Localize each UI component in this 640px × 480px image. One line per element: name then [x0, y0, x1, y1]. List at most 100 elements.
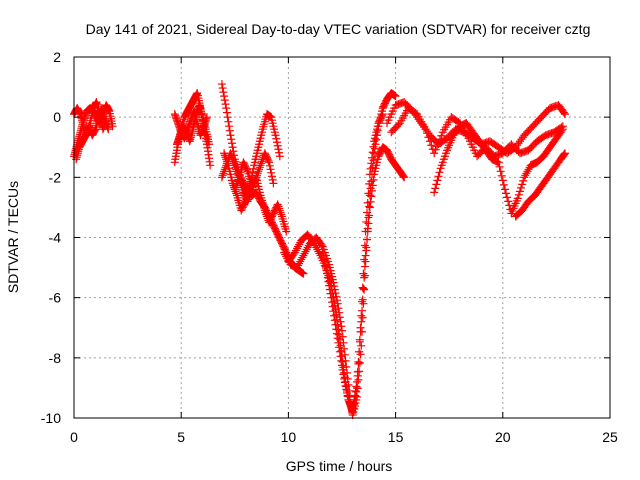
data-point — [265, 161, 274, 170]
data-point — [252, 173, 261, 182]
data-point — [272, 134, 281, 143]
data-point — [329, 307, 338, 316]
data-point — [360, 273, 369, 282]
data-point — [365, 179, 374, 188]
data-point — [434, 172, 443, 181]
data-point — [357, 317, 366, 326]
data-point — [271, 131, 280, 140]
data-point — [269, 179, 278, 188]
data-point — [217, 80, 226, 89]
data-point — [300, 249, 309, 258]
data-point — [427, 141, 436, 150]
data-point — [332, 329, 341, 338]
data-point — [355, 347, 364, 356]
data-point — [221, 100, 230, 109]
data-point — [217, 173, 226, 182]
data-point — [232, 189, 241, 198]
data-point — [225, 122, 234, 131]
x-tick-label: 15 — [388, 429, 404, 445]
data-point — [320, 255, 329, 264]
data-point — [233, 177, 242, 186]
data-point — [311, 241, 320, 250]
data-point — [222, 104, 231, 113]
data-point — [354, 357, 363, 366]
data-point — [324, 277, 333, 286]
data-point — [360, 255, 369, 264]
data-point — [503, 193, 512, 202]
data-point — [221, 153, 230, 162]
data-point — [232, 181, 241, 190]
data-point — [338, 365, 347, 374]
data-point — [498, 176, 507, 185]
data-point — [378, 111, 387, 120]
data-point — [521, 171, 530, 180]
data-point — [421, 125, 430, 134]
data-point — [350, 391, 359, 400]
data-point — [323, 273, 332, 282]
data-point — [330, 316, 339, 325]
data-point — [275, 148, 284, 157]
data-point — [294, 261, 303, 270]
data-point — [261, 208, 270, 217]
data-point — [338, 361, 346, 370]
data-point — [318, 248, 327, 257]
x-tick-label: 0 — [70, 429, 78, 445]
data-point — [359, 299, 368, 308]
data-point — [398, 171, 407, 180]
data-point — [560, 150, 569, 159]
data-point — [499, 180, 508, 189]
data-point — [220, 151, 229, 160]
x-tick-label: 10 — [281, 429, 297, 445]
data-point — [274, 145, 283, 154]
x-tick-labels: 0 5 10 15 20 25 — [70, 429, 618, 445]
data-point — [343, 388, 352, 397]
data-point — [256, 161, 265, 170]
data-point — [251, 174, 260, 183]
data-point — [425, 137, 434, 146]
data-point — [342, 385, 351, 394]
data-point — [365, 202, 374, 211]
data-point — [430, 188, 439, 197]
data-point — [268, 175, 277, 184]
y-tick-label: -2 — [49, 169, 62, 185]
data-point — [369, 142, 378, 151]
y-tick-label: 2 — [53, 49, 61, 65]
y-tick-label: 0 — [53, 109, 61, 125]
data-point — [372, 135, 381, 144]
data-point — [326, 289, 335, 298]
data-point — [327, 298, 336, 307]
data-point — [302, 245, 311, 254]
data-point — [234, 175, 243, 184]
data-point — [359, 269, 368, 278]
data-point — [282, 227, 291, 236]
data-point — [354, 375, 363, 384]
data-point — [332, 325, 341, 334]
data-point — [230, 185, 239, 194]
data-point — [218, 171, 227, 180]
data-point — [248, 168, 257, 177]
data-point — [240, 198, 249, 207]
data-point — [368, 148, 377, 157]
data-point — [360, 241, 369, 250]
data-point — [435, 168, 444, 177]
data-point — [321, 262, 330, 271]
data-point — [257, 159, 266, 168]
data-point — [337, 356, 346, 365]
data-point — [351, 386, 360, 395]
data-point — [220, 149, 229, 158]
data-point — [292, 263, 301, 272]
data-point — [519, 176, 528, 185]
chart-title: Day 141 of 2021, Sidereal Day-to-day VTE… — [86, 21, 591, 37]
data-point — [267, 168, 276, 177]
data-point — [348, 404, 357, 413]
data-point — [423, 129, 432, 138]
data-point — [275, 204, 284, 213]
data-point — [358, 297, 367, 306]
data-point — [524, 165, 533, 174]
series-evening-d — [511, 149, 569, 221]
data-point — [242, 165, 251, 174]
data-point — [232, 179, 241, 188]
data-point — [255, 165, 264, 174]
data-point — [367, 159, 376, 168]
